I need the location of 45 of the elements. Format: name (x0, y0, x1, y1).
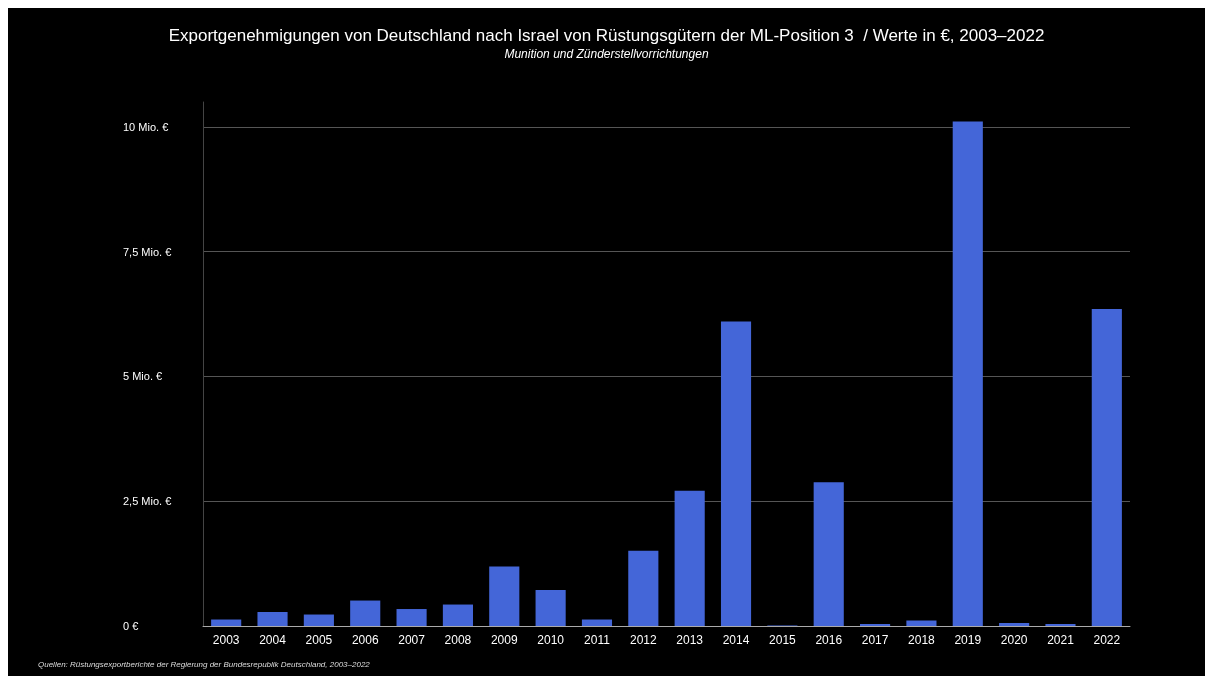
bar (257, 612, 288, 626)
x-tick-label: 2017 (861, 633, 889, 647)
x-tick-label: 2013 (676, 633, 704, 647)
chart-subtitle: Munition und Zünderstellvorrichtungen (504, 47, 709, 61)
x-tick-label: 2020 (1000, 633, 1028, 647)
bar (581, 619, 613, 626)
x-tick-label: 2022 (1093, 633, 1121, 647)
bar (674, 490, 705, 626)
y-tick-label: 0 € (123, 620, 139, 632)
x-tick-label: 2021 (1047, 633, 1075, 647)
x-tick-label: 2014 (722, 633, 750, 647)
x-tick-label: 2011 (584, 633, 611, 647)
x-tick-label: 2015 (769, 633, 797, 647)
x-tick-label: 2018 (908, 633, 936, 647)
bar (952, 121, 983, 626)
y-tick-label: 5 Mio. € (123, 370, 163, 383)
x-tick-label: 2009 (490, 633, 518, 647)
bar (350, 600, 381, 626)
chart-title: Exportgenehmigungen von Deutschland nach Israel von Rüstungsgütern der ML-Position 3 / Werte in €, 2003–2022 (168, 26, 1045, 45)
x-tick-label: 2019 (954, 633, 982, 647)
bar (303, 614, 334, 626)
x-tick-label: 2012 (629, 633, 657, 647)
bar (1091, 309, 1122, 626)
bar (489, 566, 520, 626)
x-tick-label: 2004 (259, 633, 287, 647)
y-tick-label: 7,5 Mio. € (123, 245, 172, 258)
bar (720, 321, 752, 626)
x-tick-label: 2007 (398, 633, 426, 647)
source-note: Quellen: Rüstungsexportberichte der Regierung der Bundesrepublik Deutschland, 2003–2022 (38, 659, 371, 669)
x-tick-label: 2003 (212, 633, 240, 647)
x-tick-label: 2010 (537, 633, 565, 647)
x-tick-label: 2016 (815, 633, 843, 647)
bar (211, 619, 242, 626)
x-tick-label: 2008 (444, 633, 472, 647)
y-tick-label: 10 Mio. € (123, 120, 169, 133)
bar (535, 590, 566, 626)
bar (628, 550, 659, 626)
bar (396, 609, 427, 626)
bar (999, 623, 1030, 626)
bar (906, 620, 937, 626)
bar (813, 482, 844, 626)
bar (442, 604, 473, 626)
x-tick-label: 2006 (351, 633, 379, 647)
x-tick-label: 2005 (305, 633, 333, 647)
y-tick-label: 2,5 Mio. € (123, 495, 172, 508)
